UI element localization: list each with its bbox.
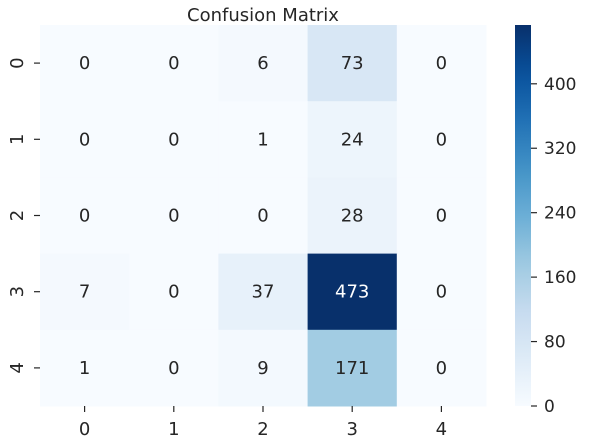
chart-title: Confusion Matrix [187,5,339,26]
colorbar-tick-label-4: 320 [544,139,576,159]
heatmap-cell-1-2 [218,101,309,178]
cell-value-0-1: 0 [168,53,179,74]
colorbar-tick-label-2: 160 [544,268,576,288]
heatmap-cell-4-3 [307,329,398,407]
cell-value-0-0: 0 [79,53,90,74]
x-tick-label-4: 4 [436,419,447,440]
cell-value-2-0: 0 [79,206,90,227]
heatmap-cell-0-1 [129,25,219,102]
x-tick-label-2: 2 [257,419,268,440]
cell-value-0-2: 6 [257,53,268,74]
heatmap-cell-3-4 [396,253,487,331]
x-tick-label-3: 3 [346,419,357,440]
heatmap-cell-0-0 [40,25,130,102]
heatmap-cell-1-4 [396,101,487,178]
cell-value-2-1: 0 [168,206,179,227]
cell-value-2-4: 0 [436,206,447,227]
colorbar-tick-label-1: 80 [544,333,566,353]
cell-value-3-3: 473 [335,282,369,303]
heatmap-cell-4-2 [218,329,309,407]
heatmap-cell-2-2 [218,177,309,255]
cell-value-4-4: 0 [436,358,447,379]
cell-value-3-1: 0 [168,282,179,303]
y-tick-label-3: 3 [7,286,28,297]
heatmap-cell-3-2 [218,253,309,331]
colorbar: 0 80 160 240 320 400 [515,25,576,417]
cell-value-3-2: 37 [252,282,275,303]
heatmap-cell-1-0 [40,101,130,178]
cell-value-1-0: 0 [79,129,90,150]
y-tick-label-0: 0 [7,57,28,68]
heatmap-cell-1-3 [307,101,398,178]
colorbar-tick-label-5: 400 [544,75,576,95]
y-axis-ticks: 0 1 2 3 4 [7,57,40,374]
cell-value-2-3: 28 [341,206,364,227]
heatmap-cell-0-4 [396,25,487,102]
cell-value-4-0: 1 [79,358,90,379]
cell-value-0-4: 0 [436,53,447,74]
y-tick-label-4: 4 [7,362,28,373]
heatmap-cell-0-3 [307,25,398,102]
cell-value-4-1: 0 [168,358,179,379]
heatmap-cell-labels: 0 0 6 73 0 0 0 1 24 0 0 0 0 28 0 7 0 37 473 0 1 0 9 171 0 [79,53,447,379]
colorbar-tick-label-0: 0 [544,397,555,417]
heatmap-cells [40,25,487,407]
heatmap-cell-2-3 [307,177,398,255]
heatmap-cell-2-0 [40,177,130,255]
cell-value-4-2: 9 [257,358,268,379]
cell-value-2-2: 0 [257,206,268,227]
heatmap-cell-2-4 [396,177,487,255]
cell-value-1-2: 1 [257,129,268,150]
x-tick-label-0: 0 [79,419,90,440]
x-tick-label-1: 1 [168,419,179,440]
cell-value-0-3: 73 [341,53,364,74]
colorbar-gradient [515,25,531,406]
cell-value-1-4: 0 [436,129,447,150]
heatmap-cell-4-4 [396,329,487,407]
cell-value-1-1: 0 [168,129,179,150]
y-tick-label-1: 1 [7,134,28,145]
heatmap-cell-3-1 [129,253,219,331]
y-tick-label-2: 2 [7,210,28,221]
heatmap-cell-2-1 [129,177,219,255]
heatmap-cell-4-1 [129,329,219,407]
heatmap-cell-4-0 [40,329,130,407]
cell-value-4-3: 171 [335,358,369,379]
heatmap-cell-3-3 [307,253,398,331]
heatmap-cell-1-1 [129,101,219,178]
colorbar-tick-label-3: 240 [544,204,576,224]
cell-value-1-3: 24 [341,129,364,150]
cell-value-3-4: 0 [436,282,447,303]
heatmap-cell-3-0 [40,253,130,331]
heatmap-cell-0-2 [218,25,309,102]
cell-value-3-0: 7 [79,282,90,303]
x-axis-ticks: 0 1 2 3 4 [79,406,447,440]
